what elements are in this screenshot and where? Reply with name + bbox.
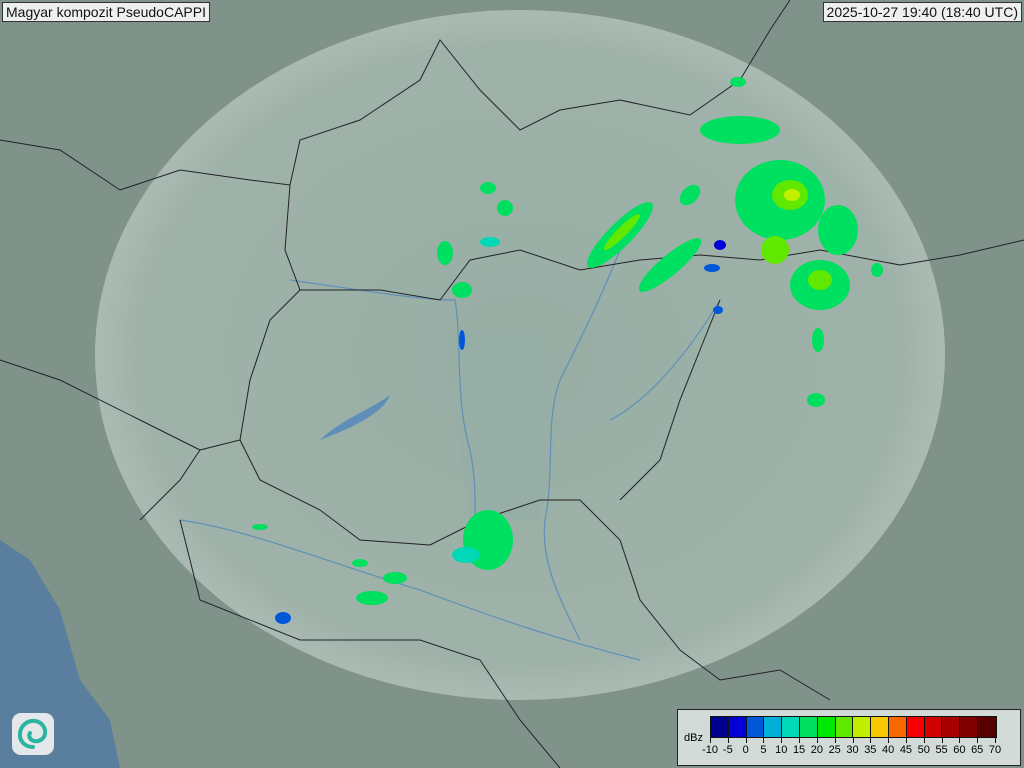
legend-tick-label: 65 <box>971 744 984 756</box>
legend-tick-label: 35 <box>864 744 877 756</box>
legend-tick-mark <box>870 738 872 743</box>
legend-tick-mark <box>923 738 925 743</box>
adriatic-sea <box>0 540 120 768</box>
legend-swatch <box>746 717 765 737</box>
legend-tick-label: 45 <box>899 744 913 756</box>
legend-tick-label: 0 <box>742 744 749 756</box>
legend-swatch <box>711 717 729 737</box>
legend-tick-label: 20 <box>810 744 823 756</box>
legend-color-bar <box>710 716 997 738</box>
legend-swatch <box>906 717 925 737</box>
legend-tick-label: -10 <box>702 744 718 756</box>
legend-swatch <box>924 717 943 737</box>
radar-echoes <box>252 77 883 624</box>
legend-tick-label: 70 <box>988 744 1002 756</box>
legend-tick-mark <box>888 738 890 743</box>
legend-tick-label: 30 <box>846 744 859 756</box>
legend-tick-label: -5 <box>722 744 733 756</box>
legend-tick-label: 15 <box>792 744 806 756</box>
legend-swatch <box>835 717 854 737</box>
dbz-color-legend: dBz -10 -5 0 5 10 15 20 25 30 35 40 45 50 55 60 65 70 <box>677 709 1021 766</box>
legend-tick-mark <box>781 738 783 743</box>
legend-tick-mark <box>977 738 979 743</box>
legend-tick-label: 5 <box>760 744 767 756</box>
legend-tick-mark <box>995 738 996 743</box>
lake-balaton <box>320 395 390 440</box>
legend-swatch <box>942 717 961 737</box>
legend-swatch <box>817 717 836 737</box>
legend-tick-mark <box>745 738 747 743</box>
rivers <box>179 249 721 661</box>
legend-tick-mark <box>799 738 801 743</box>
legend-swatch <box>871 717 889 737</box>
legend-tick-mark <box>763 738 765 743</box>
legend-tick-label: 40 <box>882 744 895 756</box>
legend-tick-label: 50 <box>917 744 930 756</box>
legend-tick-mark <box>852 738 854 743</box>
legend-tick-mark <box>727 738 729 743</box>
legend-swatch <box>799 717 818 737</box>
legend-tick-label: 60 <box>953 744 966 756</box>
legend-tick-mark <box>816 738 818 743</box>
legend-swatch <box>764 717 783 737</box>
legend-swatch <box>782 717 800 737</box>
legend-tick-mark <box>905 738 907 743</box>
product-title: Magyar kompozit PseudoCAPPI <box>2 2 210 22</box>
legend-tick-label: 55 <box>935 744 948 756</box>
legend-tick-mark <box>834 738 836 743</box>
legend-swatch <box>728 717 747 737</box>
legend-tick-label: 25 <box>828 744 841 756</box>
legend-tick-mark <box>959 738 961 743</box>
legend-tick-label: 10 <box>775 744 788 756</box>
timestamp: 2025-10-27 19:40 (18:40 UTC) <box>822 2 1022 22</box>
great-plain <box>455 330 560 520</box>
legend-swatch <box>853 717 872 737</box>
legend-tick-mark <box>710 738 711 743</box>
swirl-logo-icon <box>12 713 54 755</box>
legend-swatch <box>960 717 978 737</box>
legend-unit: dBz <box>684 732 703 744</box>
legend-tick-mark <box>941 738 943 743</box>
legend-swatch <box>977 717 996 737</box>
legend-ticks: -10 -5 0 5 10 15 20 25 30 35 40 45 50 55 60 65 70 <box>702 738 1016 758</box>
legend-swatch <box>888 717 907 737</box>
